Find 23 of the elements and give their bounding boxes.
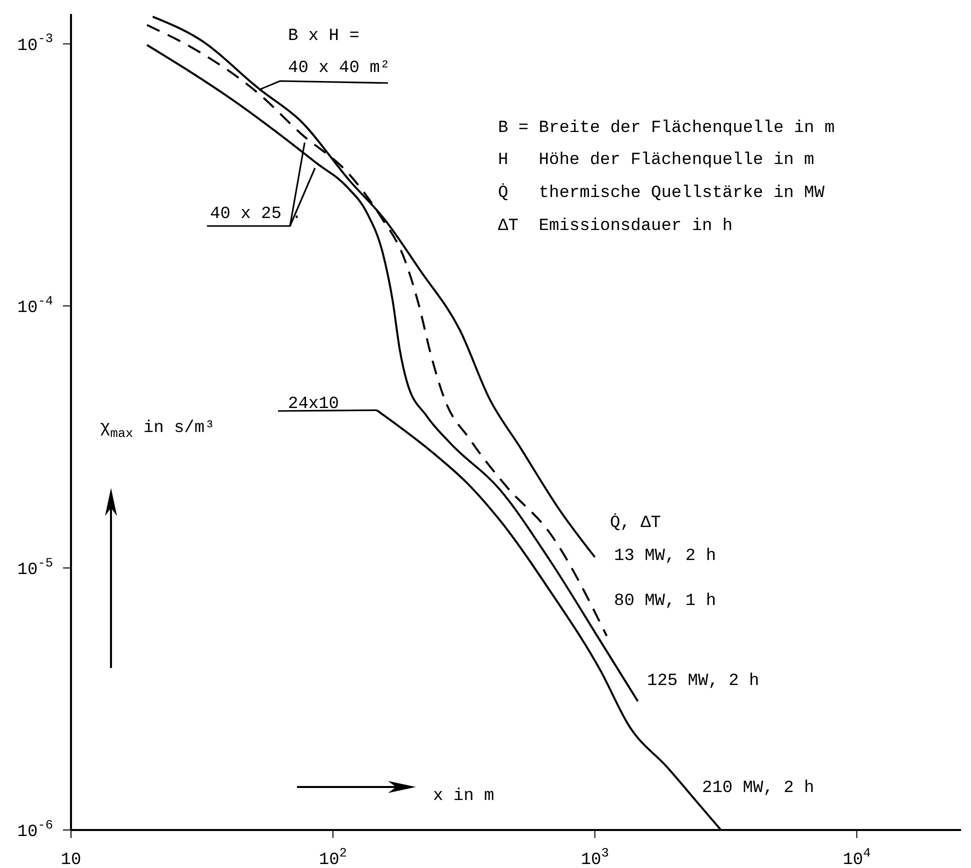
series-label: 13 MW, 2 h bbox=[614, 547, 716, 566]
y-axis-title: χ$_{max}$ in s/m³ bbox=[100, 419, 215, 442]
y-tick-label: 10$^{-3}$ bbox=[17, 31, 53, 56]
annotation: H Höhe der Flächenquelle in m bbox=[498, 151, 814, 170]
x-tick-label: 10 bbox=[60, 851, 82, 868]
series-label: 125 MW, 2 h bbox=[647, 672, 760, 691]
annotation: B x H = bbox=[288, 27, 360, 46]
annotation: Q̇, ΔT bbox=[610, 513, 662, 533]
annotation: 40 x 25 . bbox=[210, 205, 302, 224]
x-axis-title: x in m bbox=[433, 787, 494, 806]
x-tick-label: 10$^{2}$ bbox=[318, 845, 347, 868]
y-tick-label: 10$^{-6}$ bbox=[17, 817, 53, 842]
annotation: ΔT Emissionsdauer in h bbox=[498, 217, 733, 236]
annotation: 24x10 bbox=[288, 395, 340, 414]
y-tick-label: 10$^{-5}$ bbox=[17, 555, 53, 580]
annotation: 40 x 40 m² bbox=[288, 59, 390, 78]
x-tick-label: 10$^{4}$ bbox=[842, 845, 871, 868]
y-tick-label: 10$^{-4}$ bbox=[17, 293, 53, 318]
annotation: Q̇ thermische Quellstärke in MW bbox=[498, 183, 826, 203]
annotation: B = Breite der Flächenquelle in m bbox=[498, 119, 835, 138]
x-tick-label: 10$^{3}$ bbox=[580, 845, 609, 868]
series-label: 80 MW, 1 h bbox=[614, 592, 716, 611]
series-label: 210 MW, 2 h bbox=[702, 779, 814, 798]
